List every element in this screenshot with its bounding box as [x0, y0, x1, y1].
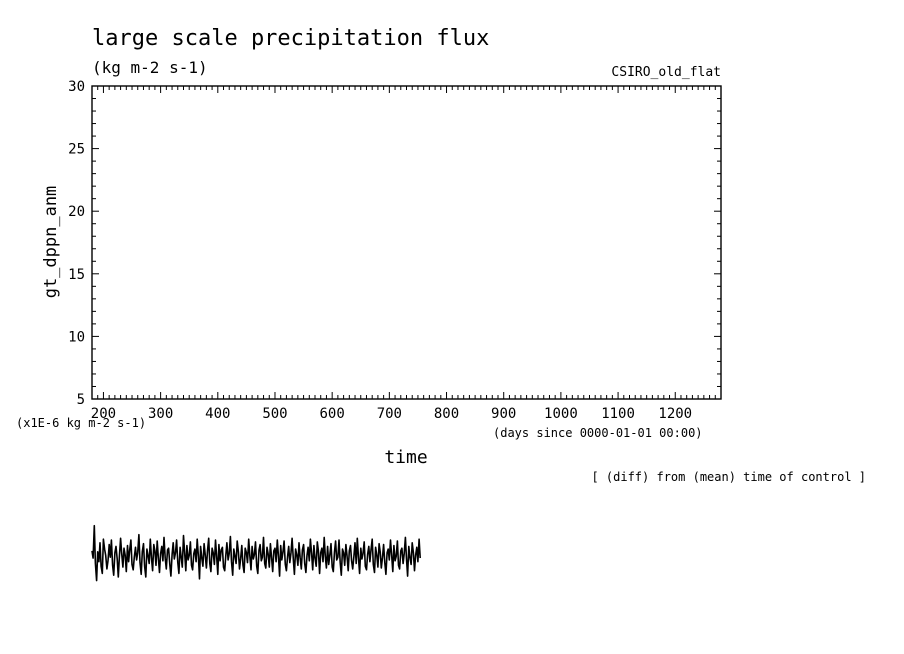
x-tick-label: 1200 — [658, 406, 692, 422]
y-tick-label: 25 — [68, 142, 85, 158]
x-tick-label: 200 — [91, 406, 116, 422]
y-tick-label: 5 — [77, 392, 85, 408]
x-tick-label: 500 — [262, 406, 287, 422]
x-axis-label: time — [384, 447, 427, 468]
x-tick-label: 900 — [491, 406, 516, 422]
y-axis-label: gt_dppn_anm — [41, 186, 61, 299]
series-line — [91, 524, 421, 582]
x-tick-label: 600 — [320, 406, 345, 422]
footnote: [ (diff) from (mean) time of control ] — [591, 470, 866, 484]
y-tick-label: 15 — [68, 267, 85, 283]
y-units-note: (x1E-6 kg m-2 s-1) — [16, 416, 146, 430]
y-tick-label: 10 — [68, 329, 85, 345]
x-axis-ticks: 200 300 400 500 600 700 800 900 1000 1100 1200 — [91, 86, 722, 422]
plot-frame — [91, 85, 722, 400]
model-label: CSIRO_old_flat — [611, 65, 721, 80]
x-tick-label: 1100 — [601, 406, 635, 422]
chart-subtitle: (kg m-2 s-1) — [92, 58, 208, 77]
y-tick-label: 20 — [68, 204, 85, 220]
chart-title: large scale precipitation flux — [92, 26, 489, 51]
x-tick-label: 300 — [148, 406, 173, 422]
y-tick-label: 30 — [68, 79, 85, 95]
x-tick-label: 800 — [434, 406, 459, 422]
y-axis-ticks: 5 10 15 20 25 30 — [68, 79, 721, 408]
x-tick-label: 700 — [377, 406, 402, 422]
x-tick-label: 400 — [205, 406, 230, 422]
x-units-note: (days since 0000-01-01 00:00) — [493, 426, 703, 440]
x-tick-label: 1000 — [544, 406, 578, 422]
